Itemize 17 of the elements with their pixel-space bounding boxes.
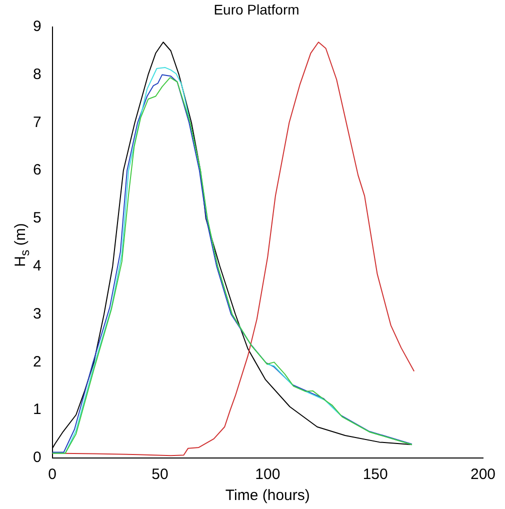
y-tick-label: 9 [33,18,42,35]
y-tick-label: 8 [33,66,42,83]
y-tick-label: 5 [33,210,42,227]
y-tick-label: 6 [33,162,42,179]
x-tick-label: 50 [152,466,168,484]
x-tick-label: 100 [255,466,280,484]
x-axis-title: Time (hours) [225,487,310,504]
y-tick-label: 2 [33,353,42,370]
chart-title: Euro Platform [214,1,300,18]
y-tick-label: 0 [33,449,42,466]
y-tick-label: 1 [33,401,42,418]
x-tick-label: 200 [470,466,496,484]
y-tick-label: 3 [33,305,42,322]
y-tick-label: 7 [33,114,42,131]
x-tick-label: 150 [362,466,388,484]
x-tick-label: 0 [48,466,57,484]
y-tick-label: 4 [33,257,42,274]
